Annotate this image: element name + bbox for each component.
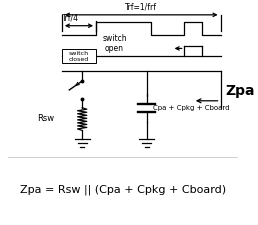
Text: Cpa + Cpkg + Cboard: Cpa + Cpkg + Cboard: [153, 105, 230, 111]
Text: Rsw: Rsw: [37, 114, 54, 123]
Text: Trf/4: Trf/4: [62, 14, 79, 23]
Text: Zpa: Zpa: [225, 84, 255, 98]
Text: Trf=1/frf: Trf=1/frf: [125, 3, 157, 12]
Text: switch
open: switch open: [102, 34, 127, 53]
FancyBboxPatch shape: [62, 50, 96, 63]
Text: switch
closed: switch closed: [69, 51, 89, 62]
Text: Zpa = Rsw || (Cpa + Cpkg + Cboard): Zpa = Rsw || (Cpa + Cpkg + Cboard): [20, 184, 226, 195]
